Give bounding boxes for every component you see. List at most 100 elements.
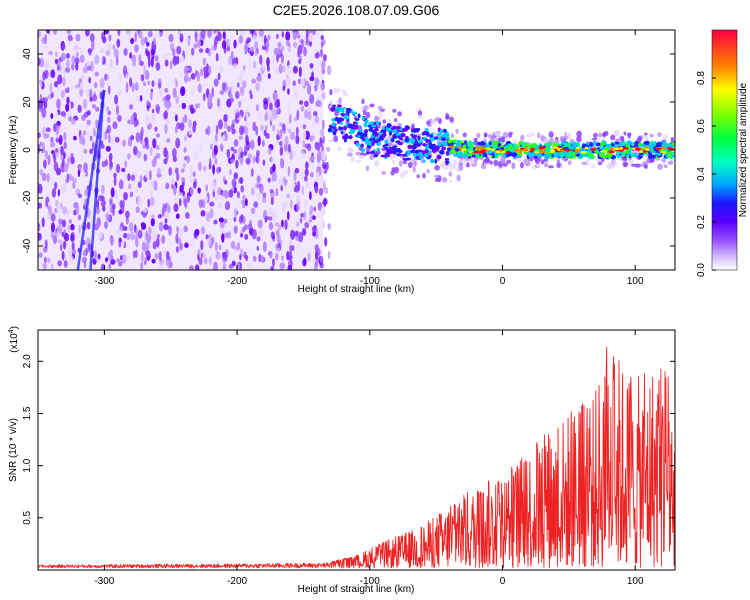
spectrogram-cell (38, 225, 41, 231)
spectrogram-cell (115, 136, 120, 143)
spectrogram-cell (434, 117, 440, 122)
spectrogram-cell (233, 207, 238, 219)
spectrogram-cell (175, 55, 180, 65)
spectrogram-cell (398, 160, 403, 167)
spectrogram-cell (395, 126, 401, 130)
spectrogram-cell (485, 155, 490, 163)
spectrogram-cell (155, 62, 161, 71)
spectrogram-cell (156, 133, 160, 138)
spectrogram-cell (38, 132, 41, 138)
spectrogram-cell (62, 77, 66, 87)
spectrogram-cell (140, 37, 146, 46)
spectrogram-cell (287, 251, 293, 259)
spectrogram-cell (421, 132, 425, 136)
spectrogram-cell (101, 160, 106, 168)
spectrogram-cell (207, 93, 213, 104)
spectrogram-cell (402, 127, 409, 132)
spectrogram-cell (46, 173, 50, 183)
spectrogram-cell (609, 164, 615, 169)
spectrogram-cell (44, 150, 49, 160)
spectrogram-cell (39, 141, 43, 147)
spectrogram-cell (87, 65, 92, 71)
spectrogram-cell (392, 153, 397, 159)
spectrogram-cell (442, 177, 448, 183)
spectrogram-cell (312, 30, 316, 36)
spectrogram-cell (590, 148, 597, 151)
spectrogram-cell (424, 149, 429, 155)
spectrogram-cell (327, 127, 333, 133)
spectrogram-cell (152, 241, 157, 250)
spectrogram-cell (302, 129, 307, 140)
spectrogram-cell (562, 135, 569, 140)
spectrogram-cell (258, 30, 264, 37)
spectrogram-cell (186, 155, 191, 164)
spectrogram-cell (262, 192, 267, 199)
spectrogram-cell (251, 78, 257, 84)
colorbar: 0.0 0.2 0.4 0.6 0.8 Normalized spectral ampl… (696, 29, 749, 277)
spectrogram-cell (610, 143, 615, 147)
spectrogram-cell (302, 229, 306, 236)
spectrogram-cell (158, 82, 162, 89)
spectrogram-cell (71, 63, 75, 71)
spectrogram-cell (324, 187, 329, 195)
spectrogram-cell (274, 222, 280, 227)
spectrogram-cell (85, 30, 90, 37)
spectrogram-cell (59, 61, 65, 71)
spectrogram-cell (233, 149, 238, 154)
spectrogram-cell (356, 135, 361, 138)
spectrogram-cell (320, 128, 325, 137)
spectrogram-cell (314, 244, 319, 252)
spectrogram-cell (54, 182, 57, 190)
spectrogram-cell (293, 151, 297, 156)
spectrogram-cell (91, 104, 96, 109)
spectrogram-cell (473, 137, 478, 142)
spectrogram-cell (149, 146, 153, 156)
spectrogram-cell (649, 150, 656, 154)
spectrogram-cell (212, 164, 216, 175)
spectrogram-y-tick-label: 40 (22, 48, 33, 60)
spectrogram-cell (271, 108, 278, 120)
spectrogram-cell (66, 87, 70, 94)
spectrogram-cell (508, 132, 513, 138)
spectrogram-cell (261, 60, 265, 71)
spectrogram-cell (167, 261, 172, 269)
spectrogram-cell (392, 128, 398, 134)
spectrogram-cell (145, 250, 151, 257)
spectrogram-cell (332, 104, 336, 108)
spectrogram-cell (77, 193, 82, 199)
spectrogram-cell (77, 104, 82, 114)
spectrogram-cell (169, 60, 173, 70)
spectrogram-cell (209, 242, 213, 249)
spectrogram-cell (278, 224, 282, 231)
spectrogram-cell (522, 148, 529, 152)
spectrogram-cell (479, 155, 483, 159)
spectrogram-cell (165, 150, 169, 161)
spectrogram-cell (575, 146, 581, 150)
spectrogram-cell (115, 163, 121, 174)
spectrogram-cell (481, 149, 486, 152)
spectrogram-cell (359, 154, 365, 159)
spectrogram-cell (123, 48, 128, 56)
spectrogram-cell (70, 234, 74, 242)
spectrogram-cell (54, 208, 58, 214)
spectrogram-cell (258, 253, 262, 263)
spectrogram-cell (257, 192, 260, 201)
spectrogram-cell (222, 262, 227, 270)
spectrogram-cell (204, 257, 208, 265)
spectrogram-cell (347, 123, 353, 127)
spectrogram-cell (123, 226, 128, 231)
spectrogram-cell (442, 133, 448, 138)
spectrogram-cell (548, 142, 553, 147)
spectrogram-cell (70, 152, 74, 162)
spectrogram-cell (164, 59, 169, 67)
spectrogram-cell (162, 203, 168, 209)
spectrogram-cell (417, 115, 424, 119)
spectrogram-cell (383, 129, 387, 133)
spectrogram-cell (90, 135, 93, 141)
spectrogram-cell (63, 131, 67, 141)
spectrogram-cell (38, 143, 41, 154)
spectrogram-cell (493, 137, 499, 142)
spectrogram-cell (109, 207, 113, 214)
spectrogram-cell (348, 147, 354, 153)
spectrogram-cell (449, 163, 454, 171)
